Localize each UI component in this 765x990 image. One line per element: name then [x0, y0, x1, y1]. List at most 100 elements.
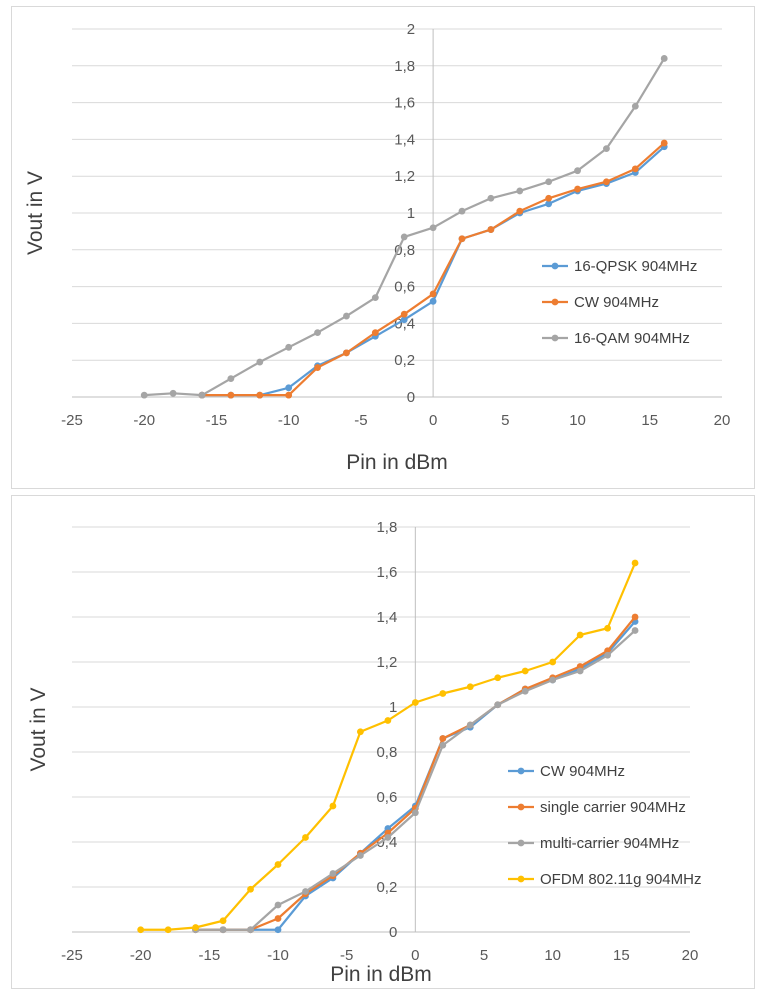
y-tick-label: 2	[407, 21, 415, 38]
legend-swatch-marker	[551, 262, 559, 270]
y-tick-label: 0,2	[376, 879, 397, 896]
data-point	[549, 676, 557, 684]
x-tick-label: -20	[133, 412, 155, 429]
x-tick-label: 20	[714, 412, 731, 429]
x-tick-label: -15	[198, 947, 220, 964]
x-tick-label: -5	[354, 412, 367, 429]
data-point	[169, 389, 177, 397]
legend-entry: CW 904MHz	[508, 763, 625, 780]
data-point	[576, 631, 584, 639]
data-point	[371, 294, 379, 302]
data-point	[631, 627, 639, 634]
y-tick-label: 0,6	[376, 789, 397, 806]
x-tick-label: -25	[61, 412, 83, 429]
data-point	[660, 55, 668, 62]
legend-label: 16-QPSK 904MHz	[574, 258, 697, 275]
data-point	[660, 139, 668, 147]
data-point	[227, 391, 235, 399]
data-point	[631, 165, 639, 173]
data-point	[314, 364, 321, 371]
data-point	[487, 226, 495, 233]
data-point	[302, 834, 309, 841]
data-point	[494, 701, 502, 709]
legend-entry: single carrier 904MHz	[508, 799, 686, 816]
data-point	[274, 901, 282, 909]
y-tick-label: 0,8	[376, 744, 397, 761]
data-point	[545, 200, 553, 208]
data-point	[439, 690, 447, 697]
data-point	[192, 924, 200, 931]
data-point	[439, 741, 447, 749]
data-point	[247, 885, 254, 893]
data-point	[400, 316, 408, 324]
y-tick-label: 0,6	[394, 279, 415, 296]
y-tick-label: 1,2	[376, 654, 397, 671]
legend-entry: 16-QPSK 904MHz	[542, 258, 697, 275]
data-point	[357, 852, 364, 859]
x-tick-label: -10	[278, 412, 300, 429]
x-tick-label: 15	[613, 947, 630, 964]
y-axis-title: Vout in V	[27, 687, 50, 771]
legend-swatch-marker	[517, 803, 525, 811]
data-point	[458, 207, 466, 215]
x-axis-title: Pin in dBm	[330, 963, 432, 986]
data-point	[487, 194, 495, 202]
data-point	[545, 178, 553, 186]
legend-swatch-marker	[517, 875, 525, 883]
data-point	[285, 391, 293, 399]
x-tick-label: 0	[411, 947, 419, 964]
data-point	[137, 926, 145, 934]
data-point	[274, 915, 282, 922]
y-tick-label: 0,4	[394, 315, 415, 332]
y-tick-label: 1,8	[394, 58, 415, 75]
x-tick-label: 0	[429, 412, 437, 429]
data-point	[256, 391, 264, 399]
legend-swatch-marker	[551, 298, 559, 306]
data-point	[164, 926, 172, 934]
legend-label: 16-QAM 904MHz	[574, 330, 690, 347]
x-tick-label: -10	[267, 947, 289, 964]
data-point	[256, 358, 264, 366]
data-point	[521, 667, 529, 675]
data-point	[603, 145, 610, 153]
y-tick-label: 0	[389, 924, 397, 941]
data-point	[343, 312, 350, 320]
data-point	[458, 235, 466, 243]
y-tick-label: 1,6	[394, 95, 415, 112]
data-point	[384, 717, 392, 724]
data-point	[357, 728, 364, 736]
data-point	[411, 699, 419, 706]
data-point	[198, 391, 206, 399]
data-point	[439, 735, 447, 742]
data-point	[371, 329, 379, 336]
legend-label: single carrier 904MHz	[540, 799, 686, 816]
chart-panel-bottom: 0 0,2 0,4 0,6 0,8 1 1,2 1,4 1,6 1,8 -25 -20 -15 -10 -5…	[11, 495, 755, 989]
data-point	[314, 329, 321, 336]
data-point	[285, 343, 293, 351]
series-3	[137, 559, 639, 934]
y-axis-title: Vout in V	[24, 171, 47, 255]
x-tick-label: -15	[206, 412, 228, 429]
data-point	[247, 926, 254, 934]
data-point	[466, 683, 474, 691]
y-tick-label: 1	[389, 699, 397, 716]
data-point	[494, 674, 502, 682]
data-point	[302, 888, 309, 895]
y-tick-label: 0	[407, 389, 415, 406]
legend-label: CW 904MHz	[574, 294, 659, 311]
data-point	[576, 667, 584, 675]
data-point	[545, 194, 553, 202]
data-point	[274, 861, 282, 868]
data-point	[574, 167, 581, 175]
y-tick-label: 1,8	[376, 519, 397, 536]
legend-label: CW 904MHz	[540, 763, 625, 780]
data-point	[549, 658, 557, 666]
data-point	[219, 917, 227, 925]
x-tick-label: 10	[544, 947, 561, 964]
data-point	[429, 297, 437, 305]
data-point	[521, 687, 529, 695]
legend-label: multi-carrier 904MHz	[540, 835, 679, 852]
data-point	[631, 613, 639, 621]
data-point	[400, 310, 408, 318]
legend-entry: multi-carrier 904MHz	[508, 835, 679, 852]
